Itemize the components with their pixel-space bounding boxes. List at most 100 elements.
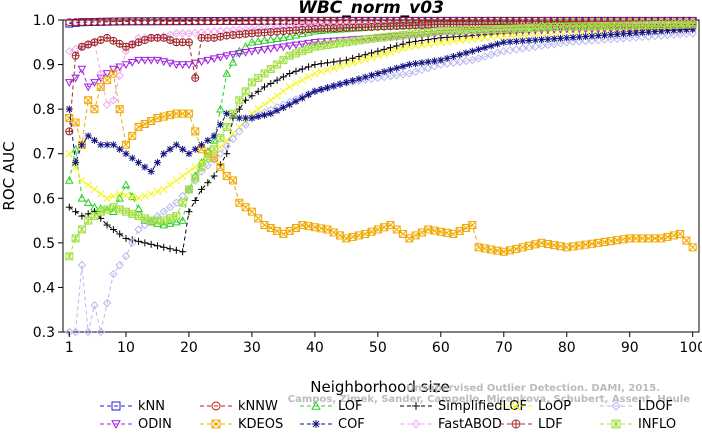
data-point [216, 134, 225, 143]
y-tick-label: 0.3 [33, 325, 55, 341]
data-point [179, 248, 187, 256]
data-point [191, 17, 200, 26]
data-point [184, 38, 193, 47]
data-point [374, 69, 382, 77]
data-point [153, 242, 161, 250]
data-point [248, 92, 256, 100]
data-point [179, 145, 187, 153]
data-point [675, 30, 685, 39]
data-point [78, 141, 86, 149]
data-point [626, 29, 634, 37]
data-point [273, 107, 281, 115]
data-point [329, 64, 338, 72]
data-point [524, 43, 534, 52]
data-point [373, 51, 382, 60]
data-point [355, 57, 363, 65]
legend-item-fastabod: FastABOD [400, 417, 502, 432]
legend-marker [611, 401, 621, 411]
data-point [229, 176, 238, 185]
data-point [147, 240, 155, 248]
data-point [64, 175, 74, 184]
data-point [291, 41, 301, 50]
data-point [235, 127, 244, 136]
data-point [109, 225, 117, 233]
data-point [682, 29, 691, 39]
data-point [487, 42, 495, 50]
data-point [166, 181, 174, 189]
data-point [115, 17, 124, 26]
axis-layer: 1 10 20 30 40 50 60 70 80 90 100 0.3 0.4 0.5 0.6 0.7 0.8… [33, 13, 702, 356]
data-point [417, 65, 427, 75]
series-cof [65, 25, 697, 176]
data-point [297, 40, 307, 49]
data-point [147, 168, 155, 176]
data-point [178, 198, 187, 207]
data-point [399, 40, 407, 48]
data-point [197, 17, 206, 26]
data-point [329, 25, 339, 34]
data-point [562, 38, 571, 47]
legend-label: ODIN [138, 417, 172, 432]
legend-item-kdeos: KDEOS [200, 417, 283, 432]
data-point [72, 159, 80, 167]
data-point [71, 18, 80, 27]
data-point [393, 42, 401, 50]
data-point [178, 61, 187, 70]
data-point [159, 17, 168, 26]
data-point [449, 53, 457, 61]
data-point [96, 74, 106, 83]
data-point [166, 245, 174, 253]
legend-item-ldf: LDF [500, 417, 563, 432]
data-point [512, 37, 520, 45]
data-point [102, 70, 112, 79]
data-point [134, 194, 143, 203]
data-point [323, 59, 331, 67]
data-point [160, 150, 168, 158]
data-point [305, 91, 313, 99]
data-point [103, 33, 112, 42]
data-point [248, 114, 256, 122]
legend-label: LDF [538, 417, 563, 432]
data-point [96, 189, 105, 198]
legend-marker [111, 420, 121, 430]
legend-marker [511, 401, 521, 411]
data-point [109, 207, 118, 215]
data-point [518, 44, 527, 53]
data-point [468, 47, 476, 55]
data-point [115, 71, 124, 80]
data-point [229, 31, 238, 40]
legend-item-odin: ODIN [100, 417, 172, 432]
y-tick-label: 0.6 [33, 191, 55, 207]
data-point [373, 73, 383, 83]
data-point [222, 31, 231, 40]
data-point [442, 59, 452, 68]
data-point [285, 16, 294, 25]
data-point [600, 35, 609, 44]
data-point [298, 16, 307, 25]
data-point [329, 37, 339, 46]
data-point [216, 163, 225, 172]
data-point [96, 17, 105, 26]
data-point [109, 65, 118, 74]
data-point [71, 327, 80, 337]
plot-frame [62, 19, 700, 333]
data-point [216, 121, 224, 129]
data-point [115, 105, 124, 114]
data-point [323, 84, 331, 92]
data-point [538, 36, 546, 44]
data-point [184, 29, 194, 38]
data-point [669, 30, 679, 39]
data-point [172, 246, 180, 254]
data-point [172, 212, 181, 221]
data-point [568, 37, 578, 47]
data-point [141, 163, 149, 171]
data-point [461, 56, 471, 66]
data-point [103, 194, 111, 203]
data-point [619, 30, 627, 38]
data-point [304, 39, 313, 48]
data-point [235, 114, 243, 122]
x-tick-label: 80 [558, 340, 576, 356]
data-point [374, 47, 382, 55]
data-point [462, 49, 470, 57]
data-point [172, 17, 181, 26]
